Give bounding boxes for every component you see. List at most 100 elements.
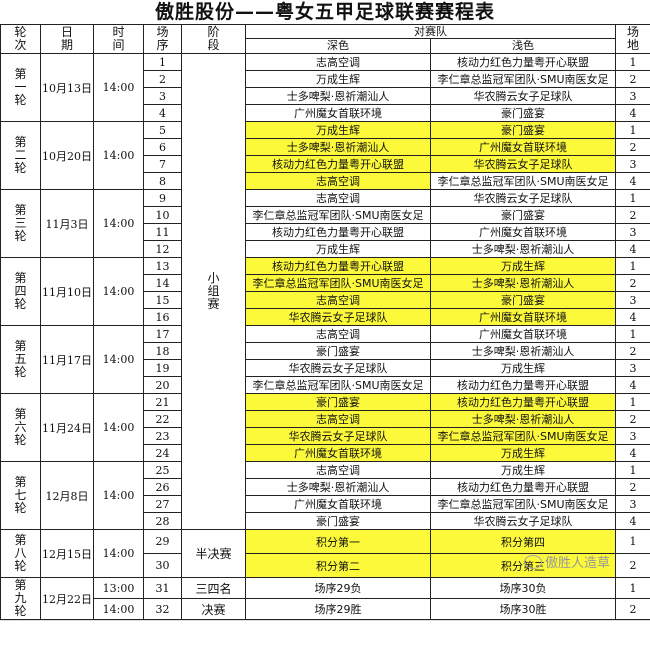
- venue-number: 2: [616, 207, 650, 224]
- venue-number: 4: [616, 309, 650, 326]
- light-team: 士多啤梨·恩祈潮汕人: [431, 275, 616, 292]
- light-team: 万成生辉: [431, 462, 616, 479]
- header-time: 时间: [112, 26, 125, 52]
- venue-number: 3: [616, 428, 650, 445]
- venue-number: 3: [616, 292, 650, 309]
- match-time: 14:00: [94, 258, 144, 326]
- header-time-cell: 时间: [94, 25, 144, 54]
- header-round: 轮次: [14, 26, 27, 52]
- dark-team: 豪门盛宴: [246, 513, 431, 530]
- empty-grid-area: [0, 620, 650, 649]
- match-number: 23: [144, 428, 182, 445]
- venue-number: 1: [616, 190, 650, 207]
- venue-number: 3: [616, 496, 650, 513]
- match-number: 29: [144, 530, 182, 554]
- dark-team: 士多啤梨·恩祈潮汕人: [246, 88, 431, 105]
- dark-team: 士多啤梨·恩祈潮汕人: [246, 479, 431, 496]
- match-number: 21: [144, 394, 182, 411]
- light-team: 万成生辉: [431, 360, 616, 377]
- dark-team: 核动力红色力量粤开心联盟: [246, 258, 431, 275]
- dark-team: 广州魔女首联环境: [246, 445, 431, 462]
- dark-team: 志高空调: [246, 54, 431, 71]
- dark-team: 华农腾云女子足球队: [246, 360, 431, 377]
- light-team: 士多啤梨·恩祈潮汕人: [431, 241, 616, 258]
- venue-number: 4: [616, 105, 650, 122]
- round-label: 第六轮: [14, 408, 27, 447]
- round-label: 第九轮: [14, 579, 27, 618]
- round-label: 第一轮: [14, 68, 27, 107]
- match-number: 32: [144, 599, 182, 620]
- dark-team: 李仁章总监冠军团队·SMU南医女足: [246, 377, 431, 394]
- light-team: 万成生辉: [431, 258, 616, 275]
- match-time: 14:00: [94, 326, 144, 394]
- dark-team: 李仁章总监冠军团队·SMU南医女足: [246, 275, 431, 292]
- light-team: 李仁章总监冠军团队·SMU南医女足: [431, 71, 616, 88]
- round-label: 第二轮: [14, 136, 27, 175]
- header-round-cell: 轮次: [1, 25, 41, 54]
- light-team: 士多啤梨·恩祈潮汕人: [431, 411, 616, 428]
- light-team: 豪门盛宴: [431, 105, 616, 122]
- match-number: 16: [144, 309, 182, 326]
- round-label: 第三轮: [14, 204, 27, 243]
- dark-team: 志高空调: [246, 292, 431, 309]
- round-label-cell: 第一轮: [1, 54, 41, 122]
- match-date: 10月20日: [41, 122, 94, 190]
- venue-number: 2: [616, 343, 650, 360]
- light-team: 豪门盛宴: [431, 292, 616, 309]
- match-number: 7: [144, 156, 182, 173]
- match-time: 14:00: [94, 190, 144, 258]
- light-team: 万成生辉: [431, 445, 616, 462]
- match-number: 9: [144, 190, 182, 207]
- venue-number: 1: [616, 578, 650, 599]
- match-date: 11月3日: [41, 190, 94, 258]
- venue-number: 2: [616, 275, 650, 292]
- venue-number: 1: [616, 258, 650, 275]
- round-label: 第四轮: [14, 272, 27, 311]
- stage-label: 三四名: [182, 578, 246, 599]
- venue-number: 2: [616, 479, 650, 496]
- match-time: 14:00: [94, 462, 144, 530]
- header-venue: 场地: [627, 26, 640, 52]
- match-number: 1: [144, 54, 182, 71]
- venue-number: 2: [616, 599, 650, 620]
- light-team: 积分第四: [431, 530, 616, 554]
- header-stage: 阶段: [207, 26, 220, 52]
- match-number: 4: [144, 105, 182, 122]
- match-time: 14:00: [94, 599, 144, 620]
- light-team: 华农腾云女子足球队: [431, 88, 616, 105]
- venue-number: 2: [616, 554, 650, 578]
- venue-number: 3: [616, 224, 650, 241]
- match-number: 22: [144, 411, 182, 428]
- match-time: 14:00: [94, 394, 144, 462]
- round-label-cell: 第五轮: [1, 326, 41, 394]
- header-match-no: 场序: [156, 26, 169, 52]
- round-label-cell: 第八轮: [1, 530, 41, 578]
- dark-team: 志高空调: [246, 173, 431, 190]
- match-time: 14:00: [94, 54, 144, 122]
- dark-team: 华农腾云女子足球队: [246, 428, 431, 445]
- match-number: 20: [144, 377, 182, 394]
- round-label: 第七轮: [14, 476, 27, 515]
- dark-team: 核动力红色力量粤开心联盟: [246, 224, 431, 241]
- header-teams: 对赛队: [246, 25, 616, 39]
- light-team: 士多啤梨·恩祈潮汕人: [431, 343, 616, 360]
- venue-number: 1: [616, 54, 650, 71]
- light-team: 核动力红色力量粤开心联盟: [431, 377, 616, 394]
- match-date: 11月10日: [41, 258, 94, 326]
- match-number: 2: [144, 71, 182, 88]
- dark-team: 志高空调: [246, 411, 431, 428]
- venue-number: 4: [616, 241, 650, 258]
- match-number: 18: [144, 343, 182, 360]
- round-label-cell: 第六轮: [1, 394, 41, 462]
- venue-number: 3: [616, 88, 650, 105]
- match-number: 17: [144, 326, 182, 343]
- match-time: 14:00: [94, 530, 144, 578]
- round-label-cell: 第四轮: [1, 258, 41, 326]
